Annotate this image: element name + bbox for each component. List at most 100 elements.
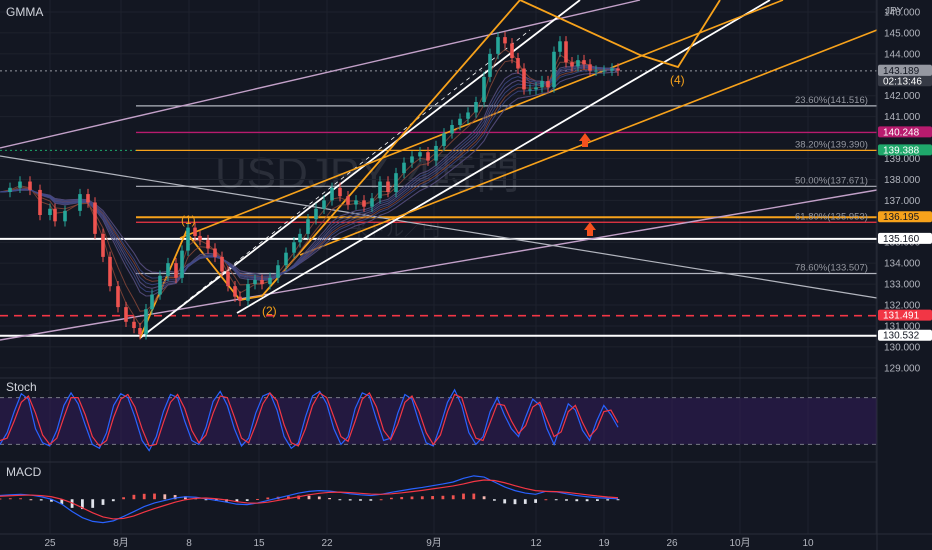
candle — [8, 187, 12, 192]
candle — [268, 277, 272, 285]
candle — [108, 256, 112, 287]
time-axis[interactable]: 25 8月 8 15 22 9月 12 19 26 10月 10 — [0, 533, 932, 549]
price-tick: 139.000 — [884, 154, 921, 165]
macd-bar — [287, 496, 290, 500]
macd-bar — [369, 499, 373, 501]
macd-bar — [596, 499, 599, 501]
candle — [284, 252, 288, 266]
candle — [298, 233, 302, 243]
candle — [354, 200, 358, 205]
candle — [482, 76, 486, 102]
macd-bar — [420, 496, 424, 500]
macd-line — [0, 475, 619, 524]
price-axis[interactable]: 146.000 145.000 144.000 142.000 141.000 139.0… — [876, 0, 932, 550]
macd-bar — [29, 499, 33, 501]
candle — [132, 321, 136, 329]
candle — [570, 62, 574, 67]
macd-bar — [441, 495, 445, 500]
candle — [346, 196, 350, 205]
candle — [260, 279, 264, 285]
macd-bar — [256, 498, 259, 500]
candle — [528, 89, 532, 91]
macd-bar — [184, 496, 187, 500]
price-tick: 134.000 — [884, 259, 921, 270]
time-tick: 10月 — [729, 537, 750, 549]
macd-bar — [317, 496, 321, 500]
signal-line — [0, 479, 619, 520]
candle — [458, 118, 462, 126]
price-tag-text: 130.532 — [883, 331, 920, 342]
price-tick: 142.000 — [884, 91, 921, 102]
price-tag — [878, 232, 932, 244]
macd-title: MACD — [6, 465, 42, 479]
stoch-line-0 — [0, 388, 619, 452]
macd-bar — [132, 494, 136, 500]
stoch-title: Stoch — [6, 380, 37, 394]
white-channel-lower — [236, 0, 771, 314]
candle — [314, 208, 318, 220]
candle — [558, 41, 562, 52]
candle — [180, 250, 184, 278]
gmma-long-60 — [0, 71, 619, 276]
white-thin-line — [139, 29, 531, 339]
fib-label: 23.60%(141.516) — [795, 95, 868, 106]
candle — [166, 263, 170, 276]
candle — [213, 248, 217, 257]
price-tick: 141.000 — [884, 112, 921, 123]
gmma-short-12 — [0, 68, 619, 282]
candle — [503, 37, 507, 44]
candle — [394, 173, 398, 192]
time-tick: 25 — [44, 538, 56, 549]
orange-channel-upper — [179, 0, 784, 239]
price-tag — [878, 144, 932, 156]
macd-bar — [8, 498, 12, 500]
macd-bar — [19, 498, 22, 500]
elliott-wave-path — [139, 0, 721, 339]
candle — [233, 286, 237, 297]
price-tick: 146.000 — [884, 8, 921, 19]
candle — [174, 263, 178, 278]
candle — [86, 194, 90, 203]
price-tick: 138.000 — [884, 175, 921, 186]
macd-bar — [472, 493, 476, 500]
macd-bar — [173, 495, 177, 500]
price-tag-text: 136.195 — [883, 212, 920, 223]
wave-label-4: (4) — [670, 73, 685, 87]
candle — [552, 51, 556, 88]
macd-bar — [554, 499, 558, 501]
candle — [426, 152, 430, 161]
candle — [564, 41, 568, 63]
candle — [602, 70, 606, 72]
candle — [418, 152, 422, 157]
candle — [582, 60, 586, 65]
currency-label: JPY — [885, 6, 904, 17]
candle — [138, 328, 142, 335]
candle — [410, 156, 414, 163]
macd-bar — [616, 499, 620, 501]
candle — [576, 60, 580, 67]
candle — [220, 256, 224, 272]
candle — [434, 145, 438, 161]
price-tag — [878, 329, 932, 341]
candle — [610, 68, 614, 71]
candle — [450, 125, 454, 134]
up-arrow — [584, 222, 596, 236]
candle — [292, 242, 296, 253]
time-tick: 15 — [253, 538, 265, 549]
macd-bar — [544, 499, 548, 501]
candle — [516, 58, 520, 69]
price-tick: 137.000 — [884, 196, 921, 207]
white-channel-upper — [139, 0, 581, 339]
candle — [306, 219, 310, 234]
price-tick: 145.000 — [884, 28, 921, 39]
macd-bar — [400, 497, 404, 500]
stoch-pane: 80.0040.000.00 — [0, 377, 932, 467]
wave-label-1: (1) — [181, 213, 196, 227]
macd-bar — [0, 498, 2, 500]
wave-label-2: (2) — [262, 304, 277, 318]
macd-bar — [235, 499, 239, 502]
price-tick: 129.000 — [884, 363, 921, 374]
macd-bar — [245, 499, 249, 501]
